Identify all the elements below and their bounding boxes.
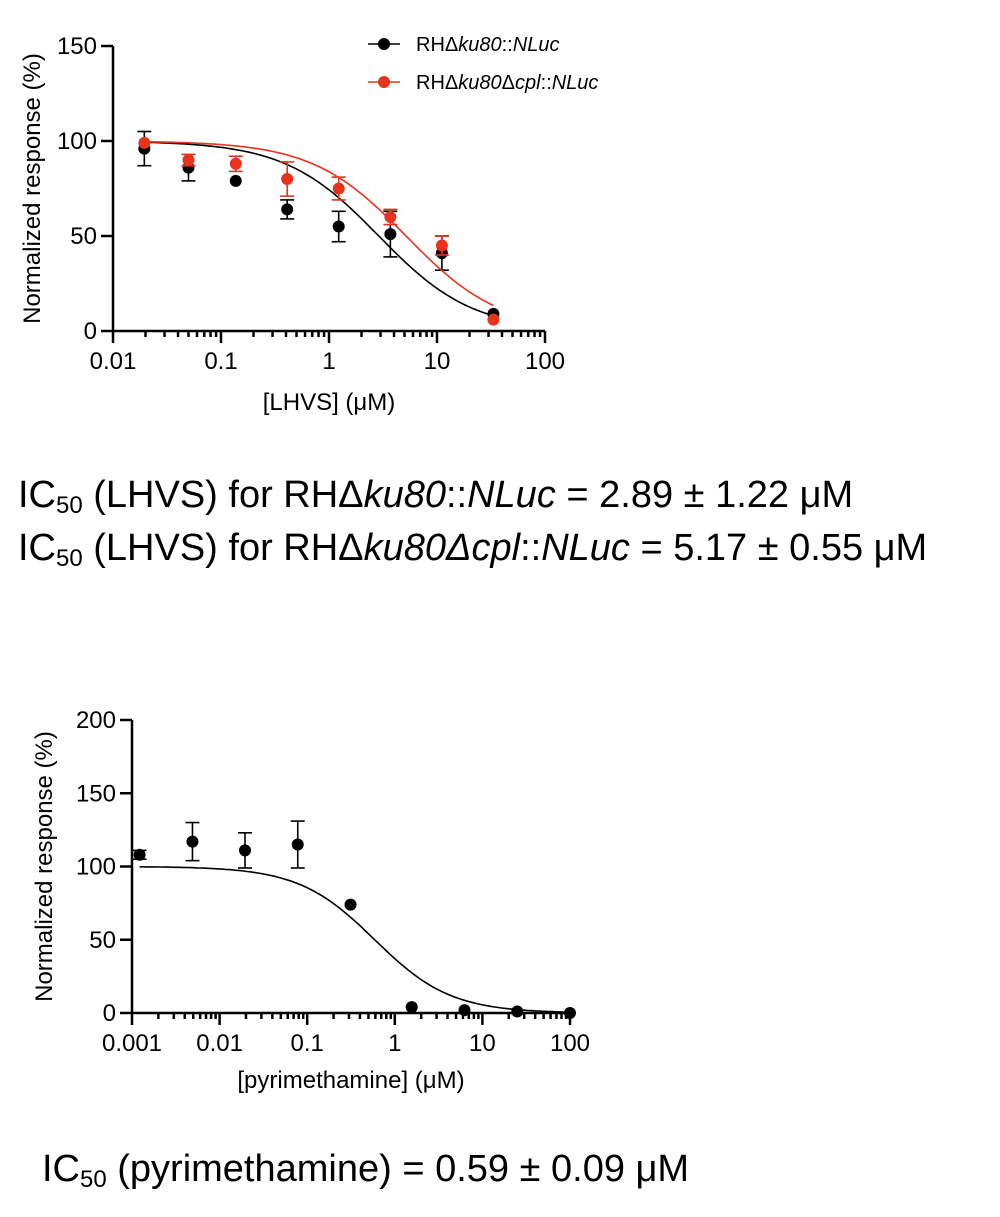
series-1: RHΔku80::NLuc [137, 34, 559, 320]
y-tick-label: 150 [76, 780, 116, 807]
data-point [281, 203, 294, 216]
data-point [435, 239, 448, 252]
y-axis-title: Normalized response (%) [31, 731, 58, 1002]
data-point [133, 848, 146, 861]
legend-label-part: ku80 [458, 34, 501, 56]
y-tick-label: 200 [76, 707, 116, 734]
ic50-pyrimethamine-text: IC50 (pyrimethamine) = 0.59 ± 0.09 μM [42, 1148, 690, 1193]
data-point [291, 838, 304, 851]
legend-label-part: :: [541, 72, 552, 94]
x-tick-label: 10 [424, 348, 451, 375]
y-axis-title: Normalized response (%) [19, 53, 46, 324]
data-point [229, 157, 242, 170]
legend-marker [378, 76, 390, 88]
chart-2: 0 50 100 150 200 0.001 0.01 0.1 1 10 100 [pyrimetha… [31, 707, 590, 1094]
data-point [511, 1005, 524, 1018]
legend-label-part: Δ [502, 72, 515, 94]
legend-label-part: :: [502, 34, 513, 56]
data-point [239, 844, 252, 857]
data-point [384, 211, 397, 223]
data-point [405, 1001, 418, 1014]
legend-label-part: NLuc [513, 34, 560, 56]
data-point [564, 1007, 576, 1019]
y-tick-label: 100 [57, 128, 97, 155]
y-tick-label: 0 [84, 318, 97, 345]
y-tick-label: 50 [89, 927, 116, 954]
x-tick-label: 1 [322, 348, 335, 375]
data-point [186, 835, 199, 848]
legend-label-part: ku80 [458, 72, 501, 94]
legend-label-part: RHΔ [416, 34, 458, 56]
data-point [332, 182, 345, 195]
x-tick-label: 1 [388, 1030, 401, 1057]
legend-label-part: cpl [515, 72, 541, 94]
x-tick-label: 0.01 [196, 1030, 243, 1057]
fit-curve [144, 140, 494, 307]
data-point [332, 220, 345, 233]
chart-1: 0 50 100 150 0.01 0.1 1 10 100 [LHVS] (μM) Normali… [19, 33, 598, 416]
data-point [487, 313, 500, 326]
data-point [281, 173, 294, 185]
legend-label-part: RHΔ [416, 72, 458, 94]
fit-curve [139, 866, 570, 1013]
ic50-lhvs-ku80-text: IC50 (LHVS) for RHΔku80::NLuc = 2.89 ± 1… [18, 474, 854, 519]
x-tick-label: 100 [525, 348, 565, 375]
legend-marker [378, 38, 390, 50]
x-tick-label: 0.001 [102, 1030, 162, 1057]
x-tick-label: 100 [550, 1030, 590, 1057]
y-tick-label: 50 [70, 223, 97, 250]
y-tick-label: 150 [57, 33, 97, 60]
data-point [182, 154, 195, 166]
x-tick-label: 0.1 [291, 1030, 324, 1057]
series-1 [132, 820, 576, 1019]
data-point [138, 136, 151, 149]
series-2: RHΔku80Δcpl::NLuc [138, 72, 598, 326]
data-point [229, 174, 242, 187]
x-axis-title: [LHVS] (μM) [263, 389, 396, 416]
legend-label: RHΔku80Δcpl::NLuc [416, 72, 598, 94]
y-tick-label: 0 [103, 1000, 116, 1027]
x-tick-label: 0.01 [90, 348, 137, 375]
legend-label: RHΔku80::NLuc [416, 34, 559, 56]
y-tick-label: 100 [76, 854, 116, 881]
legend-label-part: NLuc [552, 72, 599, 94]
data-point [458, 1004, 471, 1017]
fit-curve [144, 141, 494, 317]
x-axis-title: [pyrimethamine] (μM) [237, 1067, 464, 1094]
x-tick-label: 0.1 [204, 348, 237, 375]
data-point [384, 228, 397, 241]
data-point [344, 898, 357, 911]
x-tick-label: 10 [469, 1030, 496, 1057]
ic50-lhvs-ku80-cpl-text: IC50 (LHVS) for RHΔku80Δcpl::NLuc = 5.17… [18, 527, 928, 572]
